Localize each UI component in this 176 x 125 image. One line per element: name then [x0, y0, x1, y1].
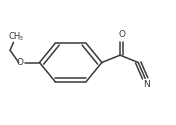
Text: O: O	[118, 30, 125, 40]
Text: 3: 3	[18, 36, 23, 41]
Text: O: O	[17, 58, 24, 67]
Text: CH: CH	[8, 32, 21, 41]
Text: N: N	[143, 80, 149, 89]
